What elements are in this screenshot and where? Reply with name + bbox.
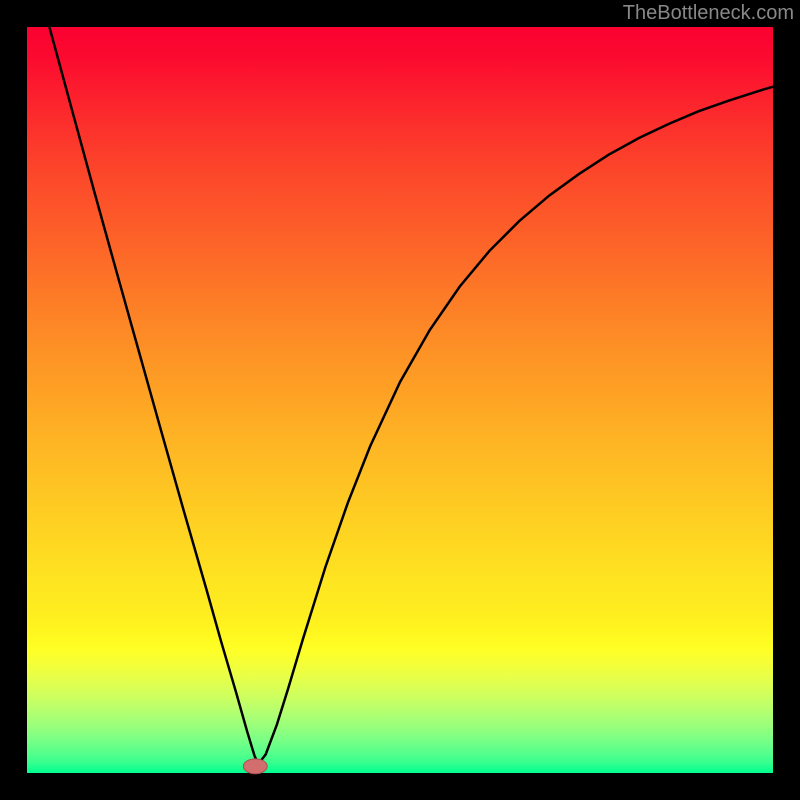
- bottleneck-chart: [0, 0, 800, 800]
- minimum-marker: [243, 759, 267, 774]
- plot-background: [27, 27, 773, 773]
- watermark-text: TheBottleneck.com: [623, 2, 794, 25]
- chart-container: TheBottleneck.com: [0, 0, 800, 800]
